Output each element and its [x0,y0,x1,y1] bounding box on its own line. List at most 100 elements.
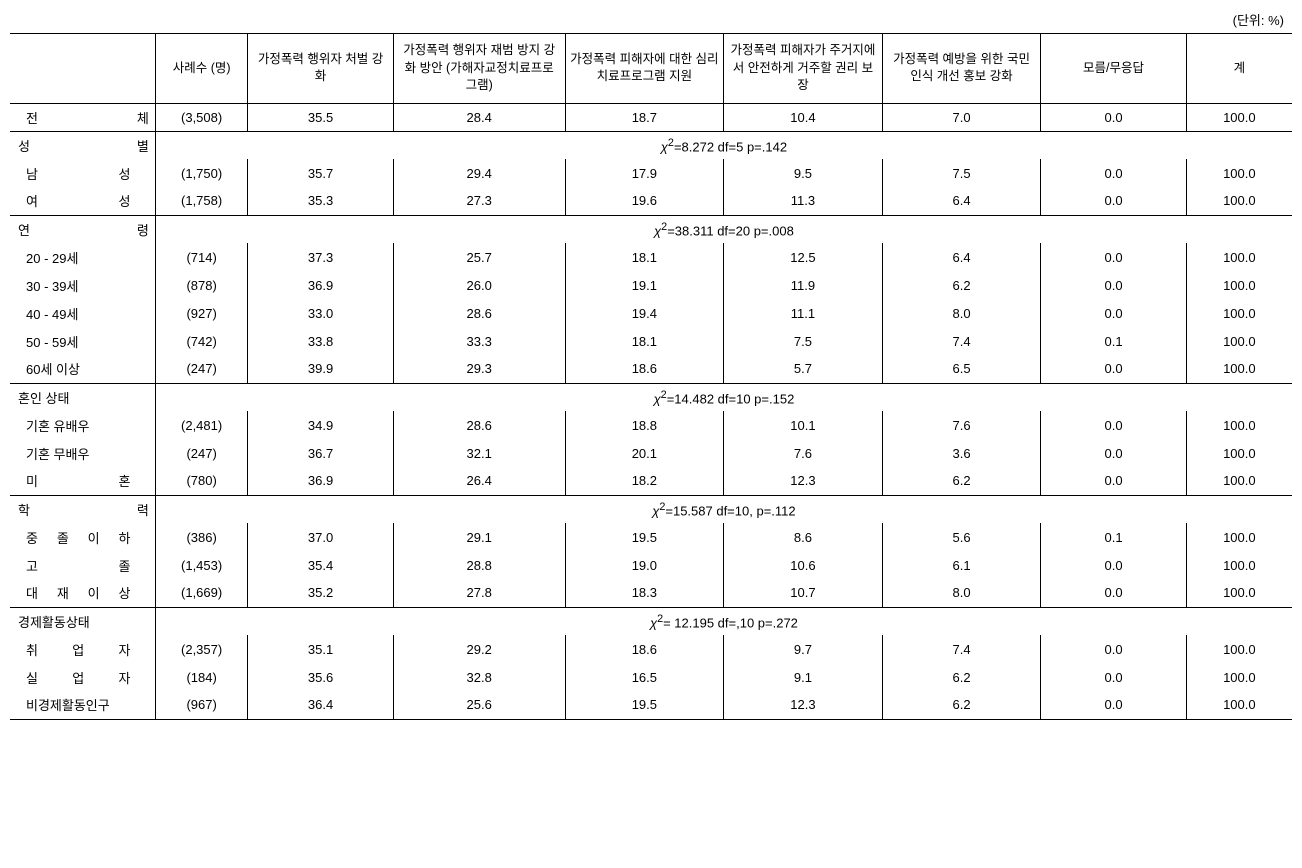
cell-value: 10.1 [724,411,883,439]
cell-value: 27.8 [393,579,565,607]
cell-value: 11.9 [724,271,883,299]
cell-value: 0.0 [1041,103,1186,131]
cell-cases: (714) [155,243,248,271]
cell-cases: (780) [155,467,248,495]
cell-value: 35.7 [248,159,393,187]
cell-value: 0.0 [1041,411,1186,439]
row-label: 기혼 무배우 [10,439,155,467]
cell-value: 7.4 [882,327,1041,355]
cell-value: 18.2 [565,467,724,495]
cell-value: 18.1 [565,243,724,271]
cell-value: 0.0 [1041,159,1186,187]
cell-cases: (967) [155,691,248,719]
cell-value: 3.6 [882,439,1041,467]
cell-value: 7.5 [882,159,1041,187]
cell-value: 36.4 [248,691,393,719]
group-header-label: 연령 [10,215,155,243]
cell-value: 32.1 [393,439,565,467]
cell-value: 35.3 [248,187,393,215]
cell-value: 12.3 [724,467,883,495]
row-label: 고졸 [10,551,155,579]
cell-value: 33.8 [248,327,393,355]
cell-value: 29.2 [393,635,565,663]
cell-value: 10.6 [724,551,883,579]
cell-value: 100.0 [1186,579,1292,607]
header-col6: 모름/무응답 [1041,34,1186,104]
cell-value: 0.0 [1041,243,1186,271]
table-row: 비경제활동인구(967)36.425.619.512.36.20.0100.0 [10,691,1292,719]
cell-cases: (2,481) [155,411,248,439]
cell-value: 9.5 [724,159,883,187]
cell-value: 12.5 [724,243,883,271]
cell-value: 10.4 [724,103,883,131]
row-label: 취업자 [10,635,155,663]
cell-value: 100.0 [1186,439,1292,467]
row-label: 여성 [10,187,155,215]
cell-cases: (1,453) [155,551,248,579]
cell-value: 0.0 [1041,579,1186,607]
cell-value: 9.1 [724,663,883,691]
cell-value: 100.0 [1186,299,1292,327]
table-row: 중졸이하(386)37.029.119.58.65.60.1100.0 [10,523,1292,551]
cell-value: 18.7 [565,103,724,131]
row-label: 60세 이상 [10,355,155,383]
cell-value: 19.4 [565,299,724,327]
cell-value: 36.7 [248,439,393,467]
cell-value: 100.0 [1186,663,1292,691]
cell-value: 12.3 [724,691,883,719]
cell-value: 6.1 [882,551,1041,579]
cell-value: 28.4 [393,103,565,131]
table-row: 30 - 39세(878)36.926.019.111.96.20.0100.0 [10,271,1292,299]
cell-cases: (184) [155,663,248,691]
row-label: 기혼 유배우 [10,411,155,439]
cell-value: 37.3 [248,243,393,271]
cell-value: 100.0 [1186,691,1292,719]
cell-value: 29.3 [393,355,565,383]
group-header-row: 학력χ2=15.587 df=10, p=.112 [10,495,1292,523]
chi-square-stat: χ2= 12.195 df=,10 p=.272 [155,607,1292,635]
header-col3: 가정폭력 피해자에 대한 심리 치료프로그램 지원 [565,34,724,104]
header-col7: 계 [1186,34,1292,104]
table-row: 실업자(184)35.632.816.59.16.20.0100.0 [10,663,1292,691]
cell-cases: (927) [155,299,248,327]
cell-value: 33.3 [393,327,565,355]
cell-value: 100.0 [1186,551,1292,579]
cell-value: 19.1 [565,271,724,299]
cell-value: 8.0 [882,579,1041,607]
row-label: 50 - 59세 [10,327,155,355]
cell-value: 100.0 [1186,355,1292,383]
row-label: 중졸이하 [10,523,155,551]
cell-cases: (247) [155,439,248,467]
cell-value: 19.6 [565,187,724,215]
cell-value: 11.1 [724,299,883,327]
header-category [10,34,155,104]
cell-value: 18.1 [565,327,724,355]
chi-square-stat: χ2=15.587 df=10, p=.112 [155,495,1292,523]
cell-value: 100.0 [1186,635,1292,663]
cell-value: 18.8 [565,411,724,439]
cell-cases: (1,758) [155,187,248,215]
cell-value: 7.6 [724,439,883,467]
header-col5: 가정폭력 예방을 위한 국민 인식 개선 홍보 강화 [882,34,1041,104]
row-label: 대재이상 [10,579,155,607]
cell-value: 100.0 [1186,327,1292,355]
cell-value: 36.9 [248,467,393,495]
cell-value: 19.5 [565,691,724,719]
cell-value: 100.0 [1186,243,1292,271]
table-row: 여성(1,758)35.327.319.611.36.40.0100.0 [10,187,1292,215]
chi-square-stat: χ2=38.311 df=20 p=.008 [155,215,1292,243]
header-col1: 가정폭력 행위자 처벌 강화 [248,34,393,104]
cell-cases: (742) [155,327,248,355]
table-body: 전체(3,508)35.528.418.710.47.00.0100.0성별χ2… [10,103,1292,719]
cell-value: 18.6 [565,635,724,663]
cell-value: 0.1 [1041,327,1186,355]
cell-value: 6.4 [882,243,1041,271]
cell-value: 6.2 [882,691,1041,719]
cell-value: 26.0 [393,271,565,299]
cell-value: 100.0 [1186,467,1292,495]
cell-value: 35.2 [248,579,393,607]
table-row: 기혼 유배우(2,481)34.928.618.810.17.60.0100.0 [10,411,1292,439]
chi-square-stat: χ2=8.272 df=5 p=.142 [155,131,1292,159]
cell-value: 18.3 [565,579,724,607]
cell-value: 36.9 [248,271,393,299]
